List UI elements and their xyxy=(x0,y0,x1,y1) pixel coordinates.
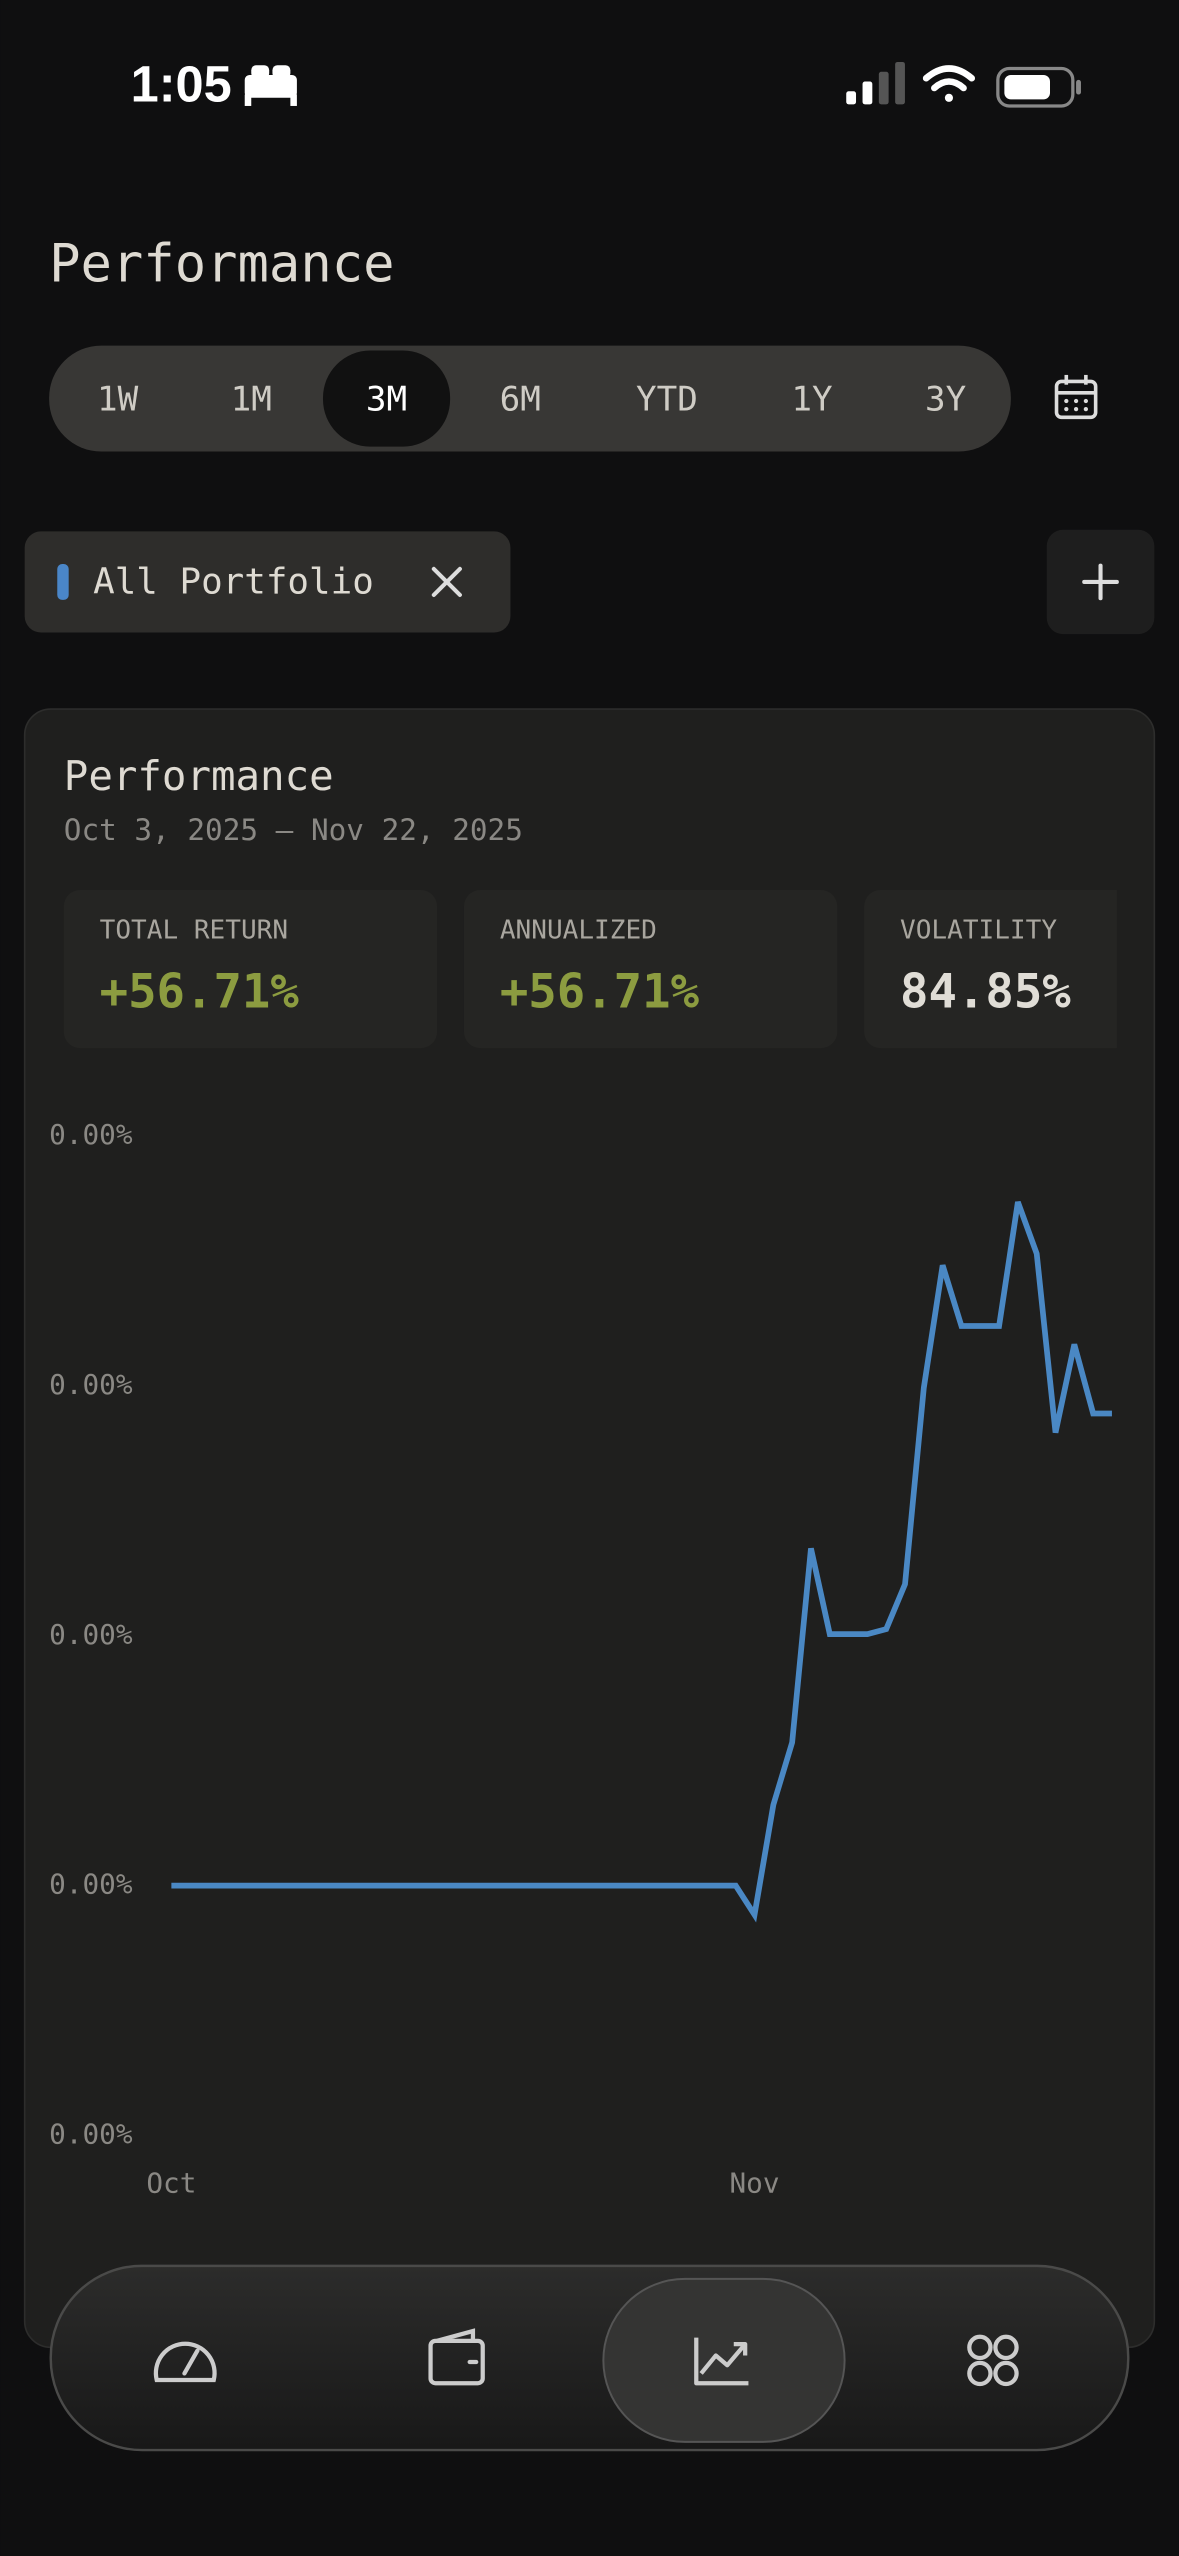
range-tab[interactable]: 1W xyxy=(97,380,139,420)
status-time: 1:05 xyxy=(131,55,232,112)
stat-box xyxy=(463,890,838,1049)
tab-highlight xyxy=(322,350,451,447)
stat-box xyxy=(63,890,438,1049)
range-tab[interactable]: 3M xyxy=(366,380,407,420)
tab-track xyxy=(49,345,1011,452)
range-tab[interactable]: 1M xyxy=(231,380,272,420)
stats: TOTAL RETURN +56.71% ANNUALIZED +56.71% VOLA… xyxy=(63,890,1117,1049)
stat-label: VOLATILITY xyxy=(900,915,1057,945)
range-tab[interactable]: YTD xyxy=(636,380,698,420)
dashboard-tab[interactable] xyxy=(153,2341,217,2383)
chip-label: All Portfolio xyxy=(93,562,374,603)
y-tick-label: 0.00% xyxy=(49,2117,133,2150)
stat-label: ANNUALIZED xyxy=(500,915,657,945)
stat-box xyxy=(864,890,1117,1049)
calendar-button[interactable] xyxy=(1054,374,1098,420)
chip-remove[interactable] xyxy=(431,566,462,598)
signal-icon xyxy=(846,61,905,105)
wallet-tab[interactable] xyxy=(428,2328,485,2386)
sleep-icon xyxy=(244,65,297,106)
stat-value: +56.71% xyxy=(500,964,700,1019)
wifi-icon xyxy=(922,65,976,102)
y-tick-label: 0.00% xyxy=(49,1618,133,1651)
range-tabs: 1W 1M 3M 6M YTD 1Y 3Y xyxy=(49,345,1011,452)
y-tick-label: 0.00% xyxy=(49,1118,133,1151)
y-tick-label: 0.00% xyxy=(49,1868,133,1901)
card-title: Performance xyxy=(64,752,334,800)
date-range: Oct 3, 2025 — Nov 22, 2025 xyxy=(64,813,523,847)
tab-bar xyxy=(49,2264,1130,2452)
performance-tab[interactable] xyxy=(694,2337,749,2386)
chip-color xyxy=(57,564,69,600)
range-tab[interactable]: 1Y xyxy=(791,380,832,420)
filter-chip[interactable] xyxy=(24,531,511,633)
battery-icon xyxy=(996,66,1081,108)
x-tick-label: Nov xyxy=(730,2166,780,2199)
add-icon xyxy=(1082,563,1119,601)
stat-value: 84.85% xyxy=(900,964,1071,1019)
x-tick-label: Oct xyxy=(146,2166,196,2199)
stat-label: TOTAL RETURN xyxy=(100,915,288,945)
y-tick-label: 0.00% xyxy=(49,1368,133,1401)
page-title: Performance xyxy=(49,234,394,294)
range-tab[interactable]: 6M xyxy=(500,380,541,420)
stat-value: +56.71% xyxy=(100,964,300,1019)
range-tab[interactable]: 3Y xyxy=(925,380,966,420)
chart: 0.00% 0.00% 0.00% 0.00% 0.00% Oct Nov xyxy=(49,1118,1112,2199)
performance-line xyxy=(171,1200,1112,1923)
more-tab[interactable] xyxy=(967,2334,1019,2387)
